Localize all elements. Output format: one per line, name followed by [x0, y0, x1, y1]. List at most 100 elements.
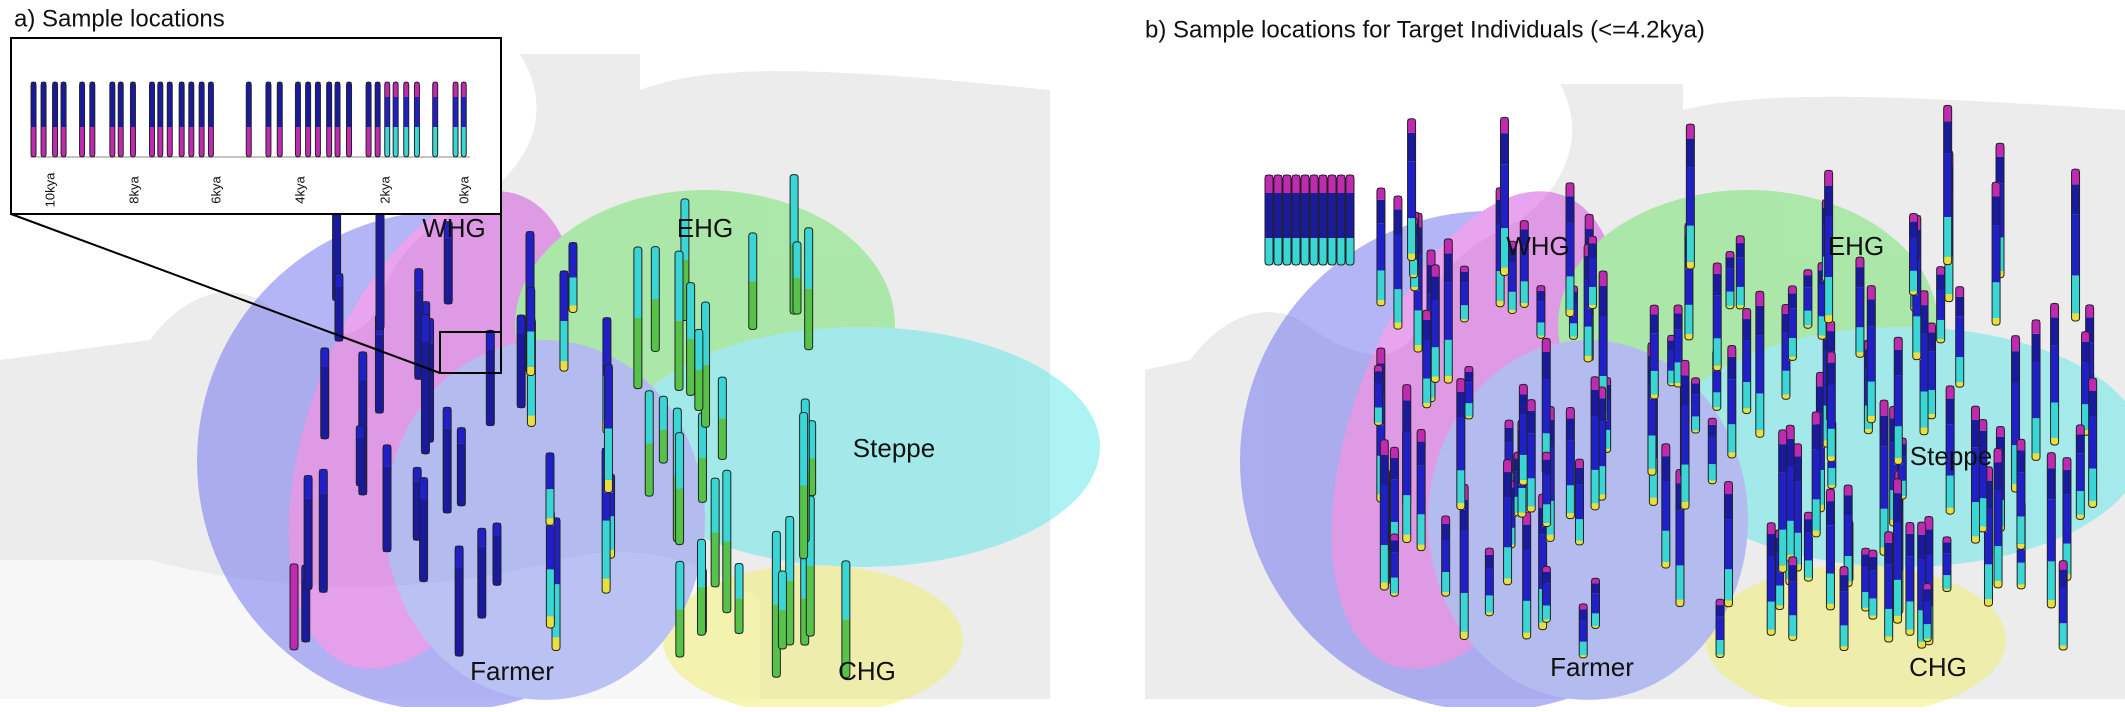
- bar-outline: [1919, 290, 1929, 436]
- bar-segment: [358, 351, 367, 381]
- bar-segment: [1786, 425, 1795, 439]
- bar-segment: [1680, 405, 1689, 465]
- bar-segment: [1936, 339, 1945, 343]
- bar-outline: [675, 432, 685, 546]
- bar-segment: [552, 637, 561, 651]
- bar-segment: [1767, 522, 1776, 535]
- bar-segment: [1713, 338, 1722, 366]
- bar-segment: [1880, 415, 1889, 447]
- bar-segment: [1569, 336, 1578, 340]
- bar-segment: [1971, 447, 1980, 503]
- bar-segment: [1788, 356, 1797, 361]
- bar-segment: [1923, 624, 1932, 639]
- bar-segment: [2032, 418, 2041, 454]
- bar-segment: [1686, 225, 1695, 262]
- bar-segment: [1519, 479, 1528, 485]
- bar-segment: [1520, 229, 1529, 247]
- bar-segment: [2071, 313, 2080, 321]
- bar-segment: [1818, 335, 1827, 340]
- bar-segment: [326, 82, 332, 127]
- bar-segment: [1444, 238, 1453, 254]
- bar-segment: [1724, 494, 1733, 520]
- region-label: CHG: [838, 656, 896, 686]
- bar-segment: [659, 429, 668, 464]
- bar-segment: [1755, 305, 1764, 336]
- bar-segment: [1713, 273, 1722, 296]
- bar-segment: [1725, 305, 1734, 309]
- bar-segment: [1984, 466, 1993, 481]
- bar-segment: [1536, 322, 1545, 336]
- bar-outline: [1327, 174, 1337, 266]
- bar-segment: [1402, 534, 1411, 543]
- bar-segment: [1781, 304, 1790, 314]
- bar-segment: [1905, 601, 1914, 630]
- bar-outline: [1522, 511, 1532, 640]
- bar-segment: [1585, 214, 1594, 230]
- bar-segment: [2011, 484, 2020, 492]
- bar-segment: [1422, 378, 1431, 403]
- bar-segment: [1602, 429, 1611, 449]
- bar-segment: [1844, 495, 1853, 516]
- bar-outline: [526, 286, 536, 376]
- bar-segment: [486, 349, 495, 426]
- bar-outline: [157, 81, 164, 158]
- bar-segment: [383, 466, 392, 552]
- bar-segment: [1727, 345, 1736, 357]
- bar-segment: [1994, 448, 2003, 463]
- bar-segment: [1407, 253, 1416, 261]
- bar-segment: [2011, 335, 2020, 352]
- bar-segment: [1716, 640, 1725, 655]
- bar-segment: [2017, 584, 2026, 589]
- bar-segment: [1724, 519, 1733, 570]
- bar-segment: [1460, 282, 1469, 306]
- bar-outline: [1282, 174, 1292, 266]
- bar-segment: [315, 82, 321, 127]
- bar-segment: [1485, 612, 1494, 616]
- bar-segment: [711, 532, 720, 587]
- bar-segment: [1456, 503, 1465, 510]
- bar-segment: [1736, 257, 1745, 287]
- bar-outline: [516, 314, 526, 409]
- bar-segment: [1827, 468, 1836, 486]
- bar-segment: [149, 82, 155, 127]
- bar-segment: [718, 418, 727, 460]
- bar-segment: [1591, 583, 1600, 594]
- bar-segment: [1781, 313, 1790, 333]
- bar-outline: [559, 270, 569, 372]
- bar-segment: [1667, 335, 1676, 341]
- bar-segment: [1274, 193, 1282, 238]
- bar-outline: [2071, 168, 2081, 322]
- bar-segment: [1522, 524, 1531, 551]
- inset-focus: [439, 331, 502, 374]
- bar-segment: [1917, 559, 1926, 611]
- bar-outline: [207, 81, 214, 158]
- bar-segment: [1517, 512, 1526, 518]
- bar-segment: [1736, 235, 1745, 244]
- bar-segment: [1867, 381, 1876, 416]
- bar-outline: [674, 250, 684, 391]
- bar-segment: [1742, 308, 1751, 320]
- bar-segment: [1712, 392, 1721, 408]
- bar-segment: [1431, 264, 1440, 277]
- bar-segment: [1936, 289, 1945, 320]
- bar-outline: [799, 411, 809, 560]
- bar-segment: [2088, 500, 2097, 508]
- bar-segment: [1485, 548, 1494, 555]
- bar-segment: [375, 334, 384, 414]
- region-label: CHG: [1909, 652, 1967, 682]
- bar-segment: [41, 82, 47, 127]
- bar-segment: [1778, 472, 1787, 530]
- bar-segment: [1920, 305, 1929, 334]
- bar-outline: [841, 560, 851, 679]
- bar-outline: [1766, 522, 1776, 636]
- bar-outline: [30, 81, 37, 158]
- bar-outline: [1422, 309, 1432, 409]
- bar-segment: [1898, 495, 1907, 500]
- bar-segment: [841, 619, 850, 678]
- bar-segment: [1686, 261, 1695, 270]
- bar-outline: [1661, 443, 1671, 569]
- bar-segment: [1923, 589, 1932, 601]
- inset-tick-label: 2kya: [377, 176, 392, 204]
- panel-title: a) Sample locations: [14, 5, 225, 32]
- bar-segment: [1984, 564, 1993, 600]
